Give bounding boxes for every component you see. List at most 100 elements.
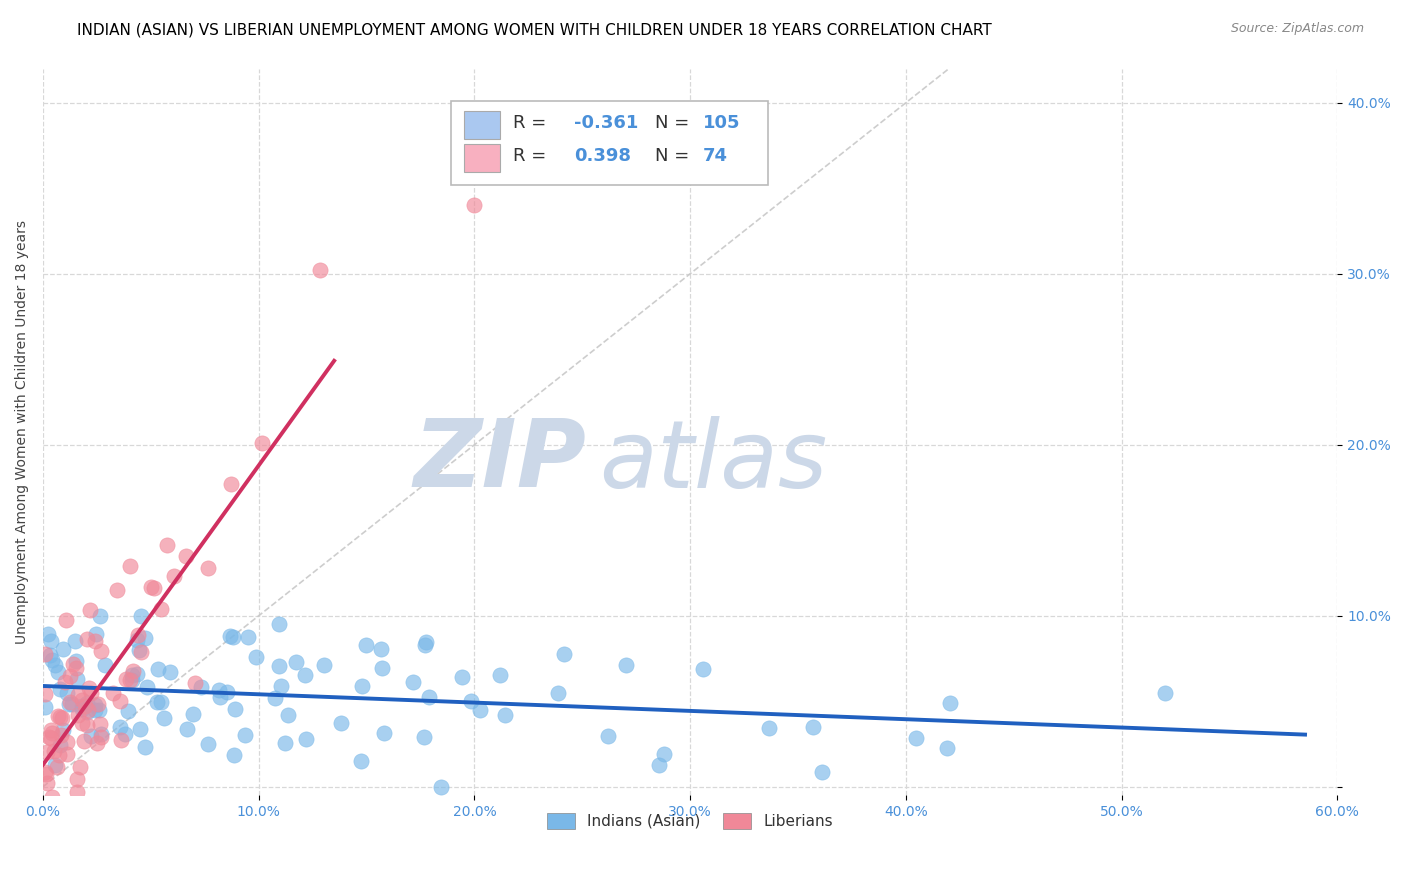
Point (221, 476, 243, 491)
Point (117, 704, 139, 718)
Point (70, 693, 93, 707)
Point (41, 726, 63, 740)
Point (38, 648, 60, 663)
Point (1154, 685, 1177, 699)
Point (183, 676, 205, 690)
Point (34, 699, 56, 714)
Point (41, 723, 63, 737)
Point (34, 814, 56, 828)
Point (294, 668, 316, 682)
Point (174, 549, 197, 563)
Point (121, 673, 143, 687)
Point (63, 634, 86, 648)
Text: N =: N = (655, 147, 695, 165)
Point (41, 653, 63, 667)
Point (73, 698, 96, 713)
Text: ZIP: ZIP (413, 415, 586, 507)
Point (118, 558, 141, 573)
Point (101, 686, 124, 700)
Point (53, 675, 76, 690)
Text: N =: N = (655, 114, 695, 132)
Point (692, 661, 714, 675)
Point (350, 679, 373, 693)
Point (84, 633, 107, 648)
Point (135, 681, 157, 695)
Point (274, 736, 297, 750)
Point (34, 764, 56, 779)
Point (143, 581, 166, 595)
Point (139, 580, 162, 594)
Point (208, 690, 231, 704)
Point (460, 694, 482, 708)
Point (547, 686, 569, 700)
Point (277, 707, 299, 722)
Point (470, 703, 492, 717)
Point (37, 776, 59, 790)
Point (197, 738, 219, 752)
Point (87, 697, 110, 711)
Point (451, 670, 474, 684)
Point (197, 560, 219, 574)
Point (89, 716, 111, 731)
Bar (464, 145, 501, 172)
Point (370, 641, 392, 656)
Point (430, 780, 453, 794)
Point (402, 675, 425, 690)
Point (596, 729, 619, 743)
Point (373, 726, 395, 740)
Point (65, 653, 87, 667)
Point (56, 747, 79, 761)
Point (654, 747, 676, 762)
Point (176, 722, 198, 736)
Point (38, 730, 60, 744)
Point (125, 667, 148, 681)
Text: 74: 74 (703, 147, 728, 165)
Point (250, 436, 273, 450)
Point (648, 758, 671, 772)
Point (44, 658, 66, 673)
Point (108, 694, 131, 708)
Point (494, 708, 516, 723)
Point (67, 708, 90, 723)
Point (65, 672, 87, 686)
Point (179, 802, 201, 816)
Point (235, 728, 257, 742)
Text: 105: 105 (703, 114, 741, 132)
Point (181, 706, 204, 721)
Point (41, 789, 63, 804)
Point (129, 608, 152, 623)
Text: R =: R = (513, 114, 551, 132)
Point (84, 702, 107, 716)
Point (79, 603, 101, 617)
Point (70, 702, 93, 716)
Point (44, 757, 66, 772)
Point (90, 644, 112, 658)
Point (93, 658, 115, 673)
Point (153, 711, 176, 725)
Point (90, 727, 112, 741)
Point (939, 696, 962, 710)
Point (52, 641, 75, 656)
Point (356, 638, 378, 652)
Point (270, 680, 292, 694)
Point (294, 731, 316, 746)
Point (84, 627, 107, 641)
Point (614, 657, 637, 672)
Point (309, 262, 332, 277)
Point (134, 740, 156, 755)
Point (936, 741, 959, 756)
Point (34, 647, 56, 661)
Point (463, 198, 485, 212)
Point (59, 695, 82, 709)
Point (66, 688, 89, 702)
Point (553, 647, 575, 661)
Point (121, 664, 143, 678)
Point (55, 613, 77, 627)
Point (224, 702, 246, 716)
Point (330, 716, 353, 731)
Point (134, 631, 156, 645)
Point (245, 649, 267, 664)
Point (418, 690, 440, 705)
Point (218, 630, 240, 644)
Text: Source: ZipAtlas.com: Source: ZipAtlas.com (1230, 22, 1364, 36)
